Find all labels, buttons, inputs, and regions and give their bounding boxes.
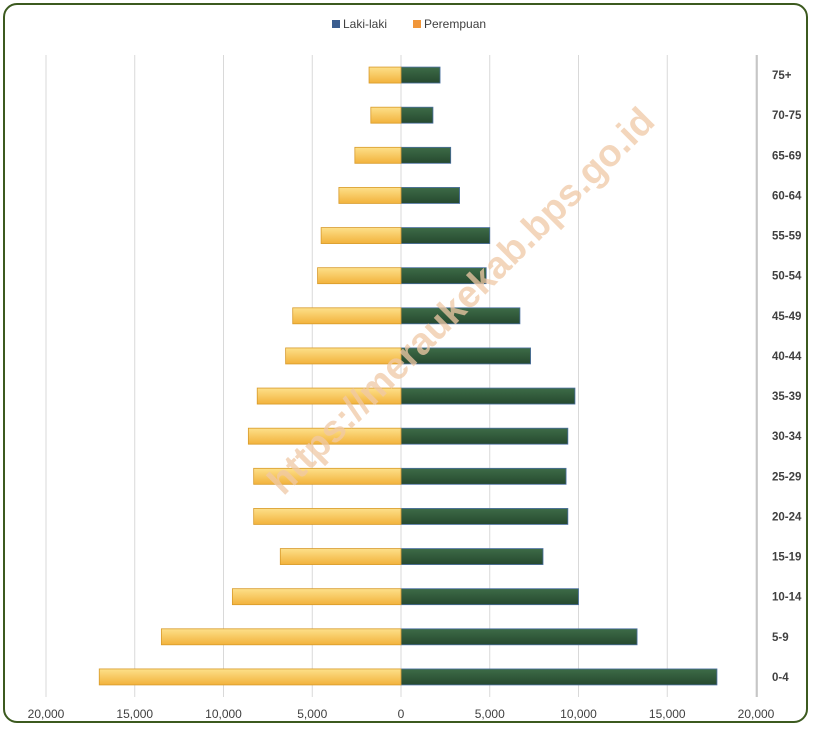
bar-perempuan	[354, 146, 402, 164]
bar-laki-laki	[400, 106, 434, 124]
bar-laki-laki	[400, 548, 544, 565]
category-label: 75+	[772, 70, 792, 82]
bar-laki-laki	[400, 227, 491, 244]
x-tick-label: 15,000	[649, 707, 686, 721]
x-tick-label: 10,000	[560, 707, 597, 721]
bar-perempuan	[285, 347, 402, 365]
bar-laki-laki	[400, 146, 452, 164]
bar-perempuan	[317, 267, 402, 285]
legend: Laki-laki Perempuan	[332, 17, 486, 31]
bar-perempuan	[160, 628, 402, 646]
bar-laki-laki	[400, 66, 441, 84]
category-label: 70-75	[772, 110, 802, 122]
x-tick-label: 15,000	[116, 707, 153, 721]
x-tick-label: 5,000	[475, 707, 505, 721]
bar-perempuan	[98, 668, 402, 686]
bar-perempuan	[253, 508, 402, 525]
category-label: 50-54	[772, 271, 802, 283]
bar-perempuan	[368, 66, 402, 84]
legend-swatch	[332, 20, 340, 28]
bar-perempuan	[338, 187, 402, 204]
x-tick-label: 5,000	[297, 707, 327, 721]
category-label: 45-49	[772, 311, 801, 323]
bar-perempuan	[279, 548, 402, 565]
category-label: 60-64	[772, 190, 802, 202]
bar-laki-laki	[400, 467, 567, 485]
x-tick-label: 10,000	[205, 707, 242, 721]
bar-perempuan	[256, 387, 402, 405]
category-label: 40-44	[772, 351, 802, 363]
bar-laki-laki	[400, 628, 638, 646]
bar-perempuan	[253, 467, 402, 485]
bar-laki-laki	[400, 668, 718, 686]
category-label: 65-69	[772, 150, 801, 162]
category-label: 0-4	[772, 672, 789, 684]
legend-label: Laki-laki	[343, 17, 387, 31]
bar-laki-laki	[400, 187, 460, 204]
bar-perempuan	[320, 227, 402, 244]
category-label: 15-19	[772, 552, 801, 564]
category-label: 25-29	[772, 471, 801, 483]
bar-laki-laki	[400, 427, 569, 445]
legend-swatch	[413, 20, 421, 28]
category-label: 10-14	[772, 592, 802, 604]
category-label: 20-24	[772, 511, 802, 523]
bars	[98, 66, 718, 686]
x-tick-label: 0	[398, 707, 405, 721]
bar-perempuan	[247, 427, 402, 445]
category-label: 35-39	[772, 391, 801, 403]
bar-perempuan	[370, 106, 402, 124]
x-tick-label: 20,000	[28, 707, 65, 721]
legend-label: Perempuan	[424, 17, 486, 31]
category-label: 5-9	[772, 632, 789, 644]
bar-laki-laki	[400, 588, 579, 606]
bar-laki-laki	[400, 508, 569, 525]
x-tick-label: 20,000	[738, 707, 775, 721]
category-label: 55-59	[772, 231, 801, 243]
bar-laki-laki	[400, 387, 576, 405]
bar-perempuan	[231, 588, 402, 606]
bar-perempuan	[292, 307, 402, 325]
category-label: 30-34	[772, 431, 802, 443]
axes: 20,000 15,000 10,000 5,000 0 5,000 10,000 15,00…	[28, 55, 802, 721]
